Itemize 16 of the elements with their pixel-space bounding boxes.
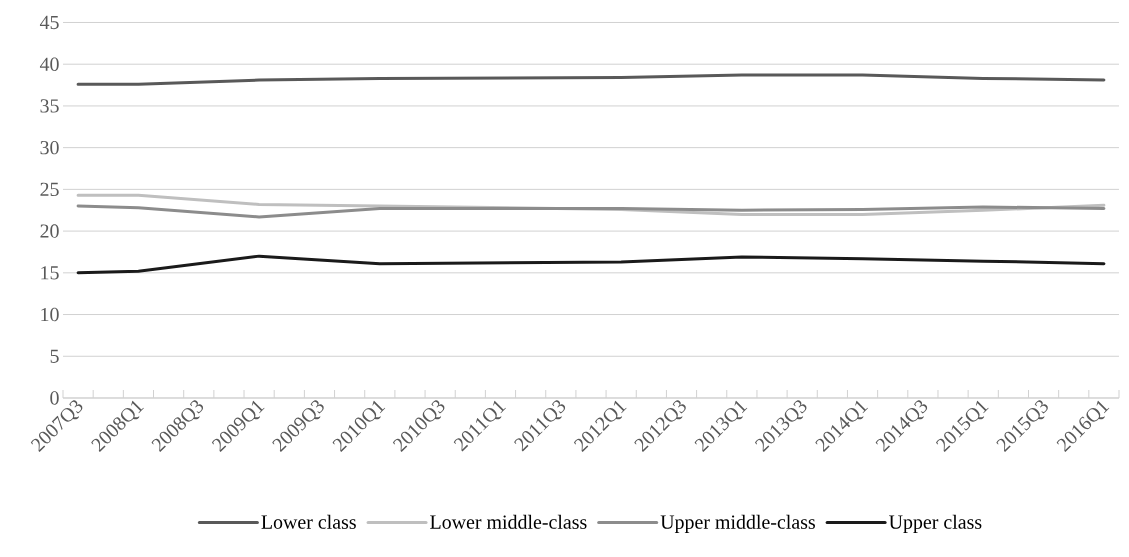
y-tick-label: 40 bbox=[39, 57, 59, 71]
y-tick-label: 30 bbox=[40, 140, 59, 155]
line-series bbox=[76, 254, 1106, 275]
legend-label: Upper middle-class bbox=[660, 514, 815, 533]
y-tick-label: 15 bbox=[41, 266, 59, 280]
legend-label: Lower middle-class bbox=[430, 514, 587, 529]
y-tick-label: 10 bbox=[41, 307, 59, 322]
legend-label: Upper class bbox=[889, 514, 982, 533]
y-tick-label: 35 bbox=[40, 99, 59, 113]
y-tick-label: 5 bbox=[50, 349, 59, 363]
y-tick-label: 25 bbox=[40, 182, 59, 197]
legend-label: Lower class bbox=[261, 514, 356, 529]
line-series bbox=[76, 73, 1106, 86]
y-tick-label: 45 bbox=[39, 15, 59, 30]
y-tick-label: 20 bbox=[40, 224, 59, 238]
line-series bbox=[76, 204, 1106, 219]
